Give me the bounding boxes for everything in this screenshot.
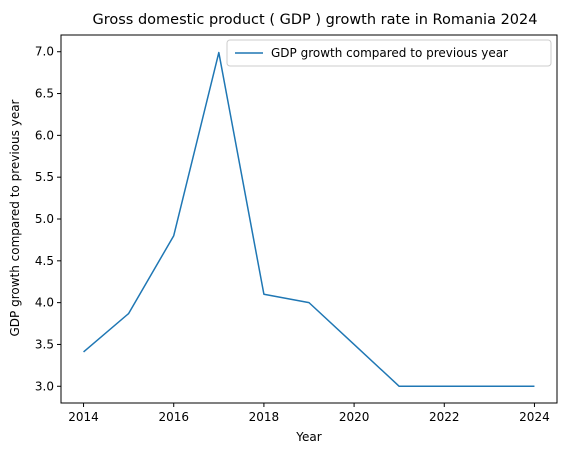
x-tick-label: 2016 xyxy=(158,410,189,424)
legend-box xyxy=(226,39,552,67)
y-tick-label: 3.0 xyxy=(35,379,54,393)
chart-title: Gross domestic product ( GDP ) growth ra… xyxy=(93,12,538,28)
x-tick-label: 2022 xyxy=(429,410,460,424)
legend-label: GDP growth compared to previous year xyxy=(271,46,508,60)
x-tick-label: 2020 xyxy=(339,410,370,424)
plot-axes: 2014 2016 2018 2020 2022 2024 3.0 3.5 4.0 4.5 5.0 5… xyxy=(35,34,558,424)
x-tick-label: 2014 xyxy=(68,410,99,424)
y-tick-label: 3.5 xyxy=(35,337,54,351)
y-tick-label: 6.5 xyxy=(35,87,54,101)
x-axis-label: Year xyxy=(295,430,321,444)
y-axis-label: GDP growth compared to previous year xyxy=(8,99,22,336)
y-tick-label: 7.0 xyxy=(35,45,54,59)
y-tick-label: 6.0 xyxy=(35,128,54,142)
x-tick-label: 2018 xyxy=(249,410,280,424)
y-tick-label: 4.5 xyxy=(35,254,54,268)
x-tick-label: 2024 xyxy=(519,410,550,424)
plot-frame xyxy=(60,34,558,404)
y-tick-label: 5.5 xyxy=(35,170,54,184)
y-tick-label: 5.0 xyxy=(35,212,54,226)
series-line xyxy=(83,51,535,388)
legend: GDP growth compared to previous year xyxy=(226,39,552,67)
y-tick-label: 4.0 xyxy=(35,296,54,310)
